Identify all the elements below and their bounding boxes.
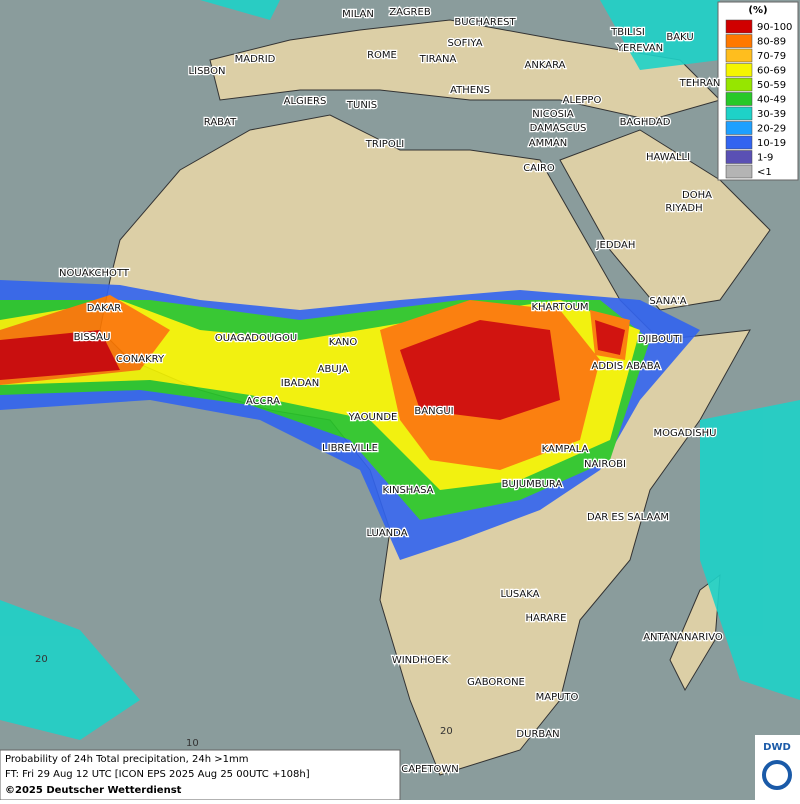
city-label: TUNIS <box>346 100 377 111</box>
city-label: ALEPPO <box>563 95 602 106</box>
city-label: SOFIYA <box>447 38 482 49</box>
city-label: WINDHOEK <box>392 655 449 666</box>
city-label: ACCRA <box>246 396 280 407</box>
city-label: KAMPALA <box>542 444 589 455</box>
city-label: MILAN <box>342 9 374 20</box>
city-label: DURBAN <box>516 729 559 740</box>
city-label: CONAKRY <box>116 354 165 365</box>
city-label: SANA'A <box>649 296 686 307</box>
legend-swatch <box>725 92 753 106</box>
city-label: NAIROBI <box>584 459 626 470</box>
footer-line: ©2025 Deutscher Wetterdienst <box>5 785 182 796</box>
city-label: ZAGREB <box>389 7 431 18</box>
city-label: BANGUI <box>414 406 453 417</box>
city-label: MOGADISHU <box>654 428 717 439</box>
legend-swatch <box>725 19 753 34</box>
city-label: KINSHASA <box>382 485 433 496</box>
legend-label: 90-100 <box>757 22 792 33</box>
city-label: BISSAU <box>74 332 111 343</box>
footer-line: FT: Fri 29 Aug 12 UTC [ICON EPS 2025 Aug… <box>5 769 310 780</box>
city-label: IBADAN <box>281 378 320 389</box>
city-label: DAMASCUS <box>530 123 587 134</box>
city-label: AMMAN <box>529 138 567 149</box>
city-label: LUANDA <box>366 528 407 539</box>
city-label: BUCHAREST <box>454 17 516 28</box>
city-label: TEHRAN <box>679 78 721 89</box>
city-label: MAPUTO <box>536 692 579 703</box>
city-label: TRIPOLI <box>365 139 404 150</box>
city-label: ATHENS <box>450 85 490 96</box>
legend-label: 80-89 <box>757 37 786 48</box>
city-label: NICOSIA <box>532 109 574 120</box>
city-label: TIRANA <box>419 54 457 65</box>
legend-swatch <box>725 150 753 164</box>
city-label: YEREVAN <box>616 43 663 54</box>
city-label: BAKU <box>666 32 693 43</box>
legend-label: 30-39 <box>757 109 786 120</box>
city-label: CAPETOWN <box>401 764 459 775</box>
city-label: MADRID <box>235 54 276 65</box>
footer-box <box>0 749 401 801</box>
legend-label: 60-69 <box>757 66 786 77</box>
city-label: ADDIS ABABA <box>592 361 661 372</box>
city-label: RABAT <box>204 117 237 128</box>
legend-swatch <box>725 63 753 77</box>
city-label: LIBREVILLE <box>322 443 378 454</box>
city-label: KHARTOUM <box>531 302 588 313</box>
legend-label: 10-19 <box>757 138 786 149</box>
legend-swatch <box>725 77 753 92</box>
city-label: BAGHDAD <box>620 117 671 128</box>
grid-label: 10 <box>186 738 199 749</box>
legend-title: (%) <box>748 5 767 16</box>
city-label: HAWALLI <box>646 152 690 163</box>
city-label: LISBON <box>189 66 226 77</box>
logo: DWD <box>763 742 791 753</box>
city-label: ANKARA <box>525 60 566 71</box>
legend-swatch <box>725 164 753 179</box>
legend-swatch <box>725 106 753 121</box>
city-label: OUAGADOUGOU <box>215 333 297 344</box>
grid-label: 20 <box>35 654 48 665</box>
legend-swatch <box>725 48 753 63</box>
legend-label: 1-9 <box>757 153 773 164</box>
city-label: NOUAKCHOTT <box>59 268 130 279</box>
city-label: ABUJA <box>318 364 349 375</box>
city-label: KANO <box>329 337 358 348</box>
legend-label: 40-49 <box>757 95 786 106</box>
city-label: DJIBOUTI <box>638 334 683 345</box>
precipitation <box>0 0 800 740</box>
city-label: LUSAKA <box>501 589 540 600</box>
legend-label: <1 <box>757 167 772 178</box>
city-label: HARARE <box>525 613 566 624</box>
city-label: BUJUMBURA <box>502 479 563 490</box>
city-label: ALGIERS <box>284 96 327 107</box>
city-label: DAKAR <box>87 303 122 314</box>
legend-label: 50-59 <box>757 80 786 91</box>
legend-swatch <box>725 135 753 150</box>
city-label: DOHA <box>682 190 712 201</box>
legend-label: 20-29 <box>757 124 786 135</box>
city-label: ANTANANARIVO <box>643 632 723 643</box>
logo-icon <box>762 760 792 790</box>
footer-line: Probability of 24h Total precipitation, … <box>5 754 248 765</box>
city-label: GABORONE <box>467 677 525 688</box>
city-label: JEDDAH <box>596 240 636 251</box>
city-label: CAIRO <box>523 163 555 174</box>
legend-swatch <box>725 34 753 48</box>
city-label: YAOUNDE <box>348 412 398 423</box>
grid-label: 20 <box>440 726 453 737</box>
city-label: TBILISI <box>610 27 645 38</box>
city-label: ROME <box>367 50 397 61</box>
legend-label: 70-79 <box>757 51 786 62</box>
legend-swatch <box>725 121 753 135</box>
city-label: RIYADH <box>665 203 702 214</box>
city-label: DAR ES SALAAM <box>587 512 669 523</box>
